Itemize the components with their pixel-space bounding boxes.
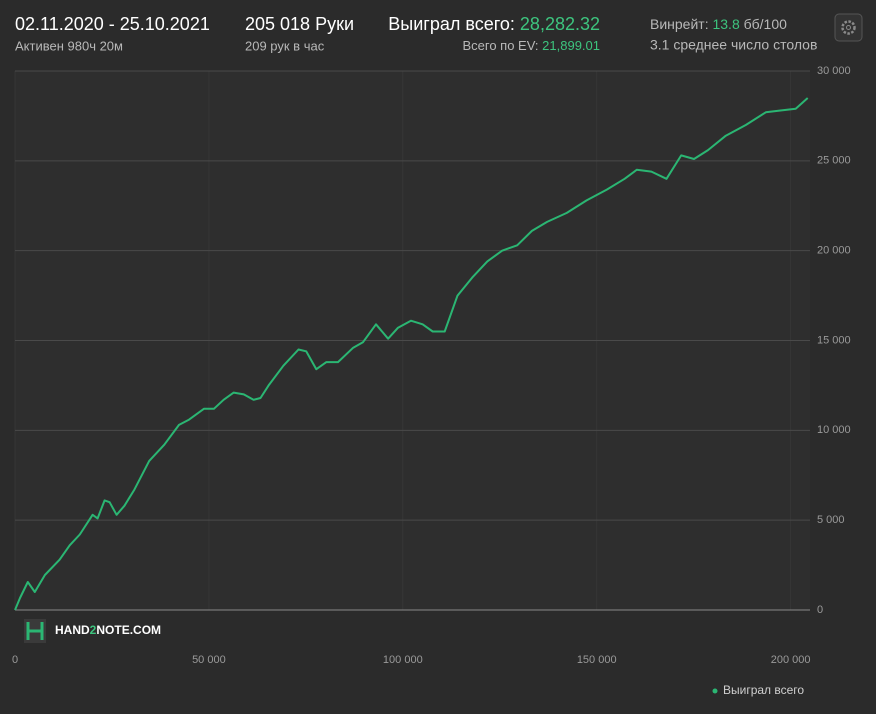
x-tick-label: 0 bbox=[12, 654, 18, 666]
logo-icon bbox=[26, 622, 44, 640]
winrate-unit: бб/100 bbox=[744, 16, 787, 32]
y-tick-label: 0 bbox=[817, 604, 823, 616]
legend-label: Выиграл всего bbox=[723, 683, 804, 697]
won-label: Выиграл всего: bbox=[388, 14, 515, 34]
logo: HAND2NOTE.COM bbox=[24, 619, 161, 643]
logo-part: NOTE.COM bbox=[96, 623, 161, 637]
logo-part: HAND bbox=[55, 623, 90, 637]
series-line bbox=[14, 97, 809, 611]
ev-value: 21,899.01 bbox=[542, 38, 600, 53]
active-time: Активен 980ч 20м bbox=[15, 38, 123, 53]
ev-label: Всего по EV: bbox=[462, 38, 538, 53]
won-total: Выиграл всего: 28,282.32 bbox=[388, 14, 600, 34]
x-tick-label: 150 000 bbox=[577, 654, 617, 666]
plot: 0 50 000 100 000 150 000 200 000 0 5 000 10 000… bbox=[12, 65, 851, 666]
gear-center[interactable] bbox=[846, 25, 851, 30]
y-tick-label: 15 000 bbox=[817, 334, 851, 346]
legend-marker bbox=[712, 688, 718, 694]
x-tick-label: 50 000 bbox=[192, 654, 226, 666]
ev-total: Всего по EV: 21,899.01 bbox=[462, 38, 600, 53]
won-value: 28,282.32 bbox=[520, 14, 600, 34]
date-range: 02.11.2020 - 25.10.2021 bbox=[15, 14, 210, 34]
x-tick-label: 200 000 bbox=[771, 654, 811, 666]
winrate: Винрейт: 13.8 бб/100 bbox=[650, 16, 787, 32]
y-tick-label: 25 000 bbox=[817, 155, 851, 167]
tables: 3.1 среднее число столов bbox=[650, 37, 817, 53]
gear-icon[interactable] bbox=[841, 20, 856, 35]
y-tick-label: 20 000 bbox=[817, 245, 851, 257]
logo-part: 2 bbox=[90, 623, 97, 637]
settings-button[interactable] bbox=[834, 13, 863, 42]
settings-frame[interactable] bbox=[834, 13, 863, 42]
y-tick-label: 5 000 bbox=[817, 514, 845, 526]
y-tick-label: 30 000 bbox=[817, 65, 851, 77]
y-tick-label: 10 000 bbox=[817, 424, 851, 436]
x-tick-label: 100 000 bbox=[383, 654, 423, 666]
winrate-label: Винрейт: bbox=[650, 16, 709, 32]
winrate-value: 13.8 bbox=[712, 16, 739, 32]
hands: 205 018 Руки bbox=[245, 14, 354, 34]
hands-per-hour: 209 рук в час bbox=[245, 38, 325, 53]
logo-text: HAND2NOTE.COM bbox=[55, 623, 161, 637]
